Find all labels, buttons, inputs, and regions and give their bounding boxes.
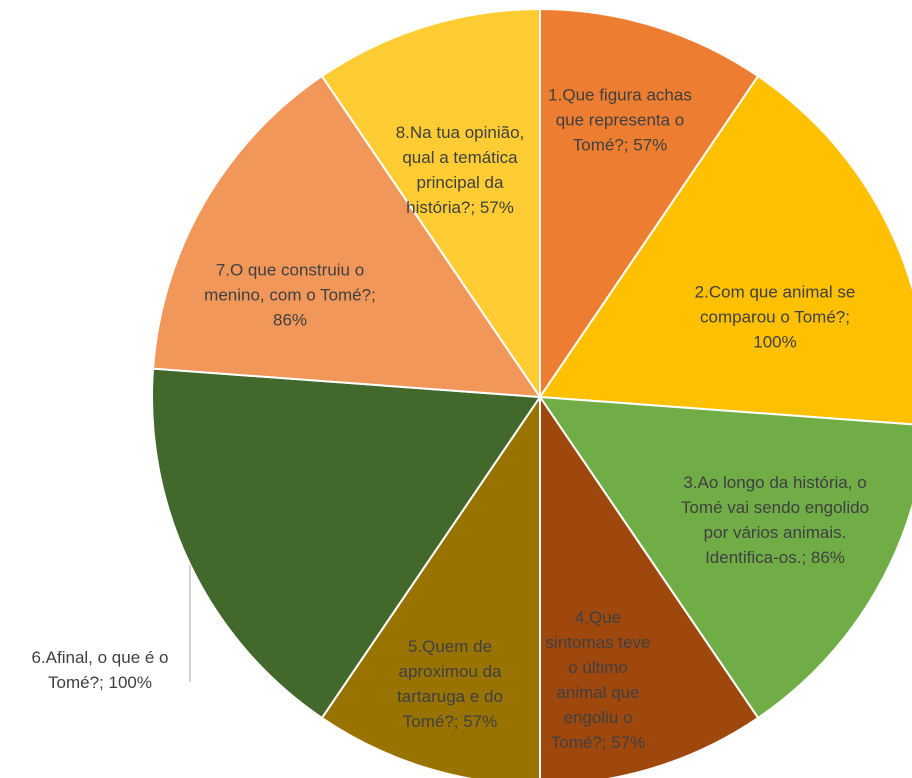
pie-slice (539, 7, 760, 401)
data-label: 2.Com que animal se comparou o Tomé?; 10… (694, 282, 856, 352)
data-label: 3.Ao longo da história, o Tomé vai sendo… (680, 473, 870, 567)
data-label: 5.Quem de aproximou da tartaruga e do To… (397, 637, 503, 731)
pie-slice (538, 395, 912, 720)
pie-slice (151, 367, 542, 720)
pie-slice (320, 7, 541, 401)
data-label: 6.Afinal, o que é o Tomé?; 100% (31, 648, 169, 692)
pie-slice (539, 393, 760, 778)
data-label: 1.Que figura achas que representa o Tomé… (548, 85, 692, 155)
data-label: 4.Que sintomas teve o último animal que … (545, 608, 651, 752)
data-label: 7.O que construiu o menino, com o Tomé?;… (204, 260, 376, 330)
pie-slice (151, 74, 542, 399)
pie-slice (320, 393, 541, 778)
pie-slice (538, 74, 912, 426)
data-label: 8.Na tua opinião, qual a temática princi… (395, 123, 525, 217)
